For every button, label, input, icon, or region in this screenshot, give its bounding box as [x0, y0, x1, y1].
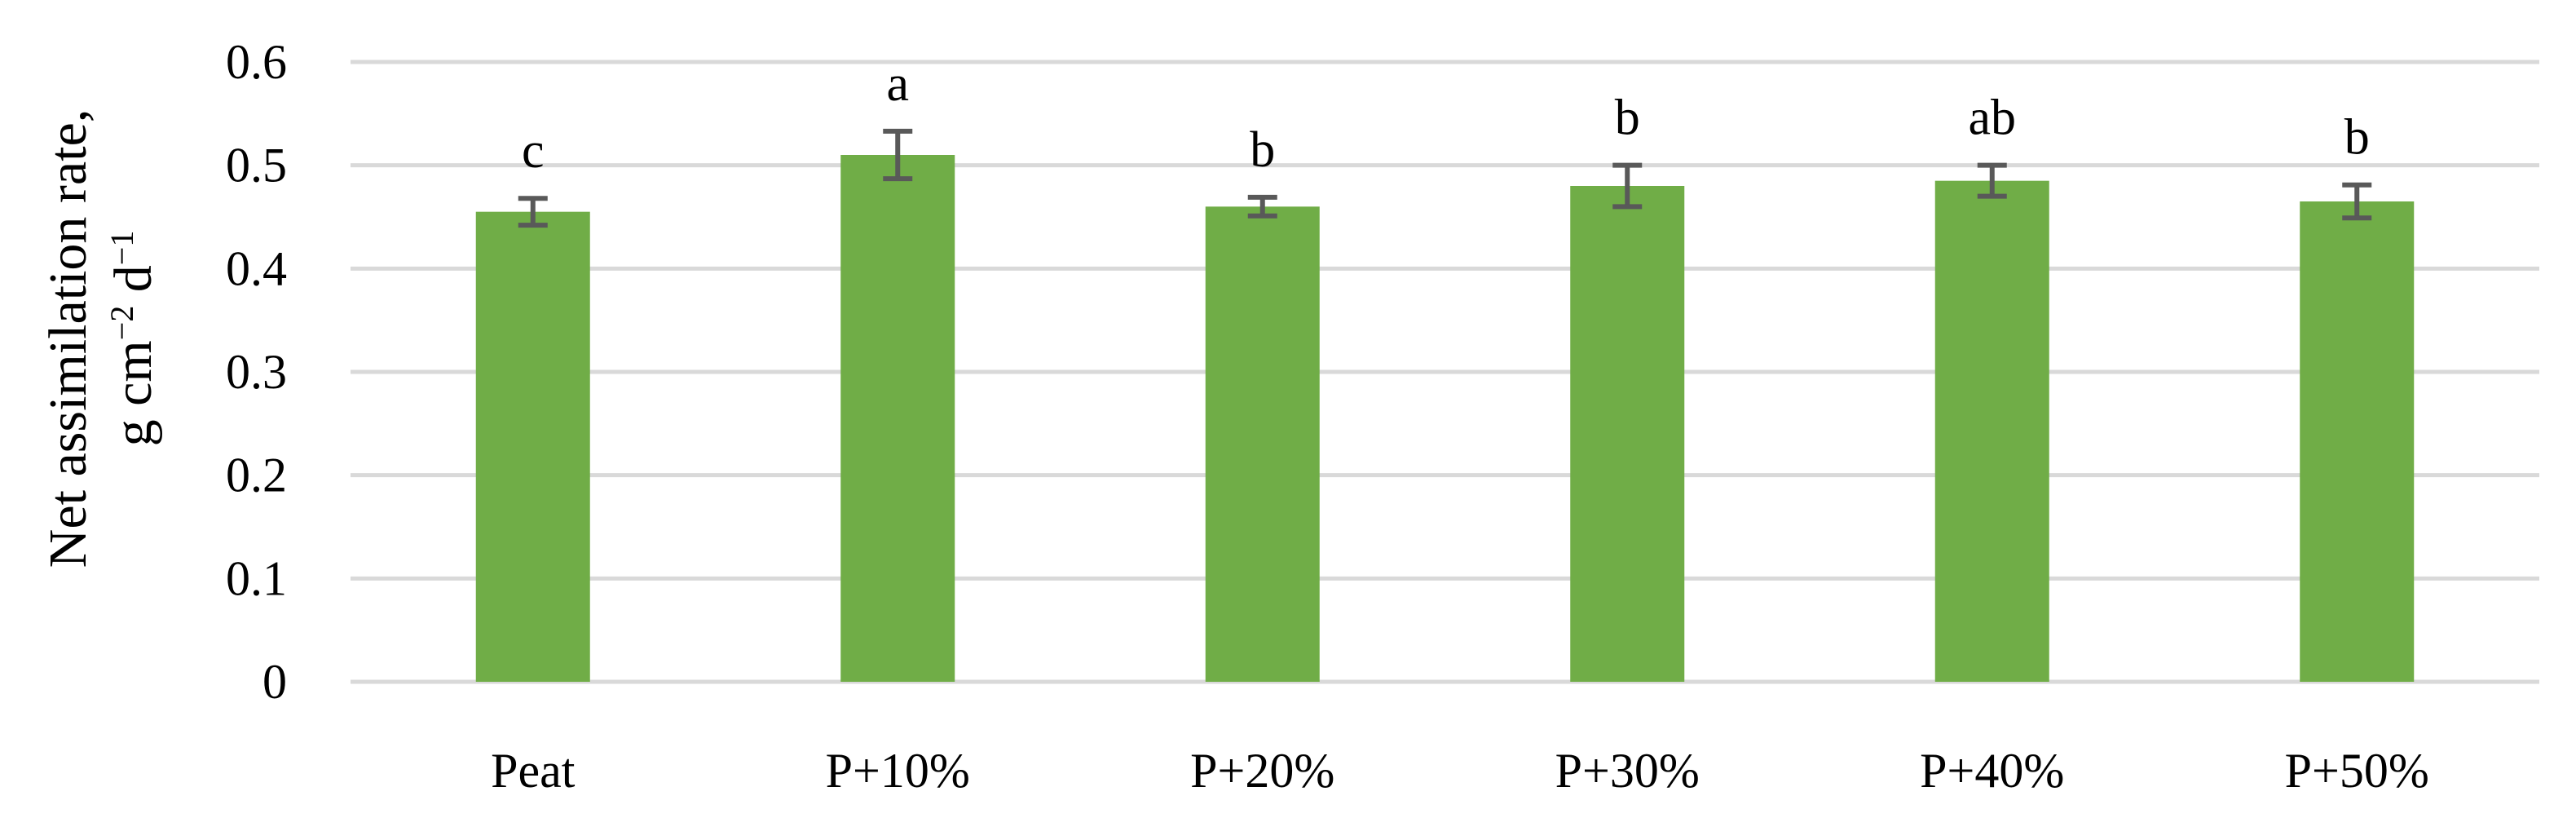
y-tick-label: 0.5	[226, 139, 287, 192]
error-bar-P+30%	[1612, 162, 1643, 210]
bar-P+40%	[1934, 180, 2049, 682]
bar-Peat	[475, 211, 590, 683]
y-tick-label: 0.4	[226, 241, 287, 295]
bar-P+30%	[1570, 186, 1685, 682]
bar-P+10%	[840, 155, 955, 682]
x-category-label: P+50%	[2285, 744, 2429, 798]
error-bar-P+20%	[1247, 194, 1277, 219]
x-category-label: P+10%	[826, 744, 970, 798]
y-axis-tick-labels: 0 0.1 0.2 0.3 0.4 0.5 0.6	[226, 35, 287, 709]
y-tick-label: 0.2	[226, 449, 287, 502]
significance-letter: ab	[1968, 91, 2016, 146]
y-axis-title-unit2: d	[104, 265, 163, 306]
gridlines	[351, 60, 2539, 684]
bars	[475, 155, 2415, 683]
x-axis-category-labels: Peat P+10% P+20% P+30% P+40% P+50%	[491, 744, 2429, 798]
y-axis-title-exp1: −2	[104, 306, 140, 341]
error-bar-P+10%	[883, 128, 913, 182]
y-tick-label: 0.3	[226, 345, 287, 399]
y-tick-label: 0	[262, 655, 287, 709]
y-axis-title-line1: Net assimilation rate,	[38, 109, 98, 568]
y-axis-title-line2: g cm−2 d−1	[104, 231, 164, 447]
significance-letter: b	[2344, 110, 2370, 166]
bar-P+20%	[1205, 206, 1320, 683]
x-category-label: P+40%	[1920, 744, 2064, 798]
y-axis-title: Net assimilation rate, g cm−2 d−1	[38, 109, 163, 568]
error-bar-Peat	[518, 196, 548, 228]
significance-letter: c	[522, 123, 545, 179]
error-bar-P+50%	[2342, 182, 2372, 221]
x-category-label: Peat	[491, 744, 576, 798]
x-category-label: P+20%	[1190, 744, 1334, 798]
y-axis-title-unit: g cm	[104, 340, 163, 446]
y-tick-label: 0.1	[226, 551, 287, 605]
significance-letter: b	[1615, 91, 1640, 146]
x-category-label: P+30%	[1555, 744, 1700, 798]
significance-letter: a	[886, 56, 909, 112]
bar-P+50%	[2300, 201, 2415, 682]
significance-letter: b	[1250, 122, 1275, 178]
error-bars	[518, 128, 2372, 228]
error-bar-P+40%	[1977, 162, 2007, 199]
y-axis-title-exp2: −1	[104, 231, 140, 266]
y-tick-label: 0.6	[226, 35, 287, 89]
